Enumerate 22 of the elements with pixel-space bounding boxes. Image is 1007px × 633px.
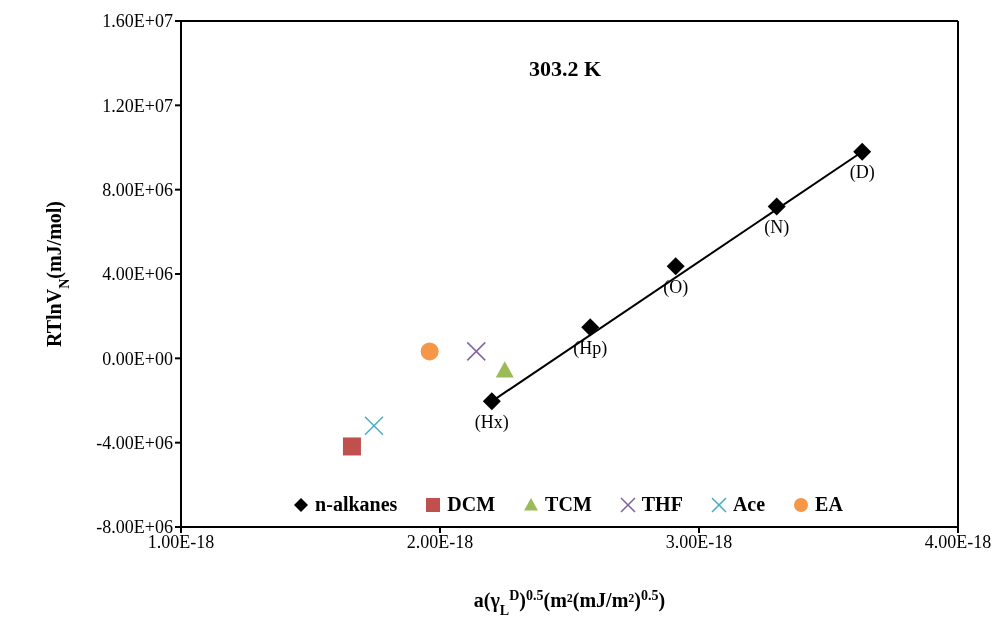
y-tick-label: 1.20E+07	[102, 95, 173, 116]
x-tick-label: 3.00E-18	[665, 531, 733, 552]
legend-label: EA	[814, 493, 843, 516]
annotation: (Hp)	[573, 338, 608, 360]
annotation: (O)	[663, 276, 689, 298]
text: 303.2 K	[528, 56, 602, 81]
y-tick-label: 4.00E+06	[102, 264, 173, 285]
y-tick-label: -4.00E+06	[96, 433, 173, 454]
legend-label: TCM	[544, 493, 592, 516]
x-axis-title: a(γ$_{L}$$^{D}$)$^{0.5}$(m²(mJ/m²)$^{0.5}$)	[473, 587, 666, 618]
x-tick-label: 4.00E-18	[924, 531, 992, 552]
legend-label: THF	[640, 493, 683, 516]
annotation: (Hx)	[474, 412, 509, 434]
y-tick-label: 8.00E+06	[102, 180, 173, 201]
legend-label: DCM	[446, 493, 496, 516]
x-tick-label: 2.00E-18	[406, 531, 474, 552]
legend-label: Ace	[731, 493, 766, 516]
annotation: (N)	[764, 217, 790, 239]
y-tick-label: 0.00E+00	[102, 348, 173, 369]
legend-label: n-alkanes	[314, 493, 398, 516]
y-tick-label: 1.60E+07	[102, 11, 173, 32]
annotation: (D)	[849, 162, 875, 184]
